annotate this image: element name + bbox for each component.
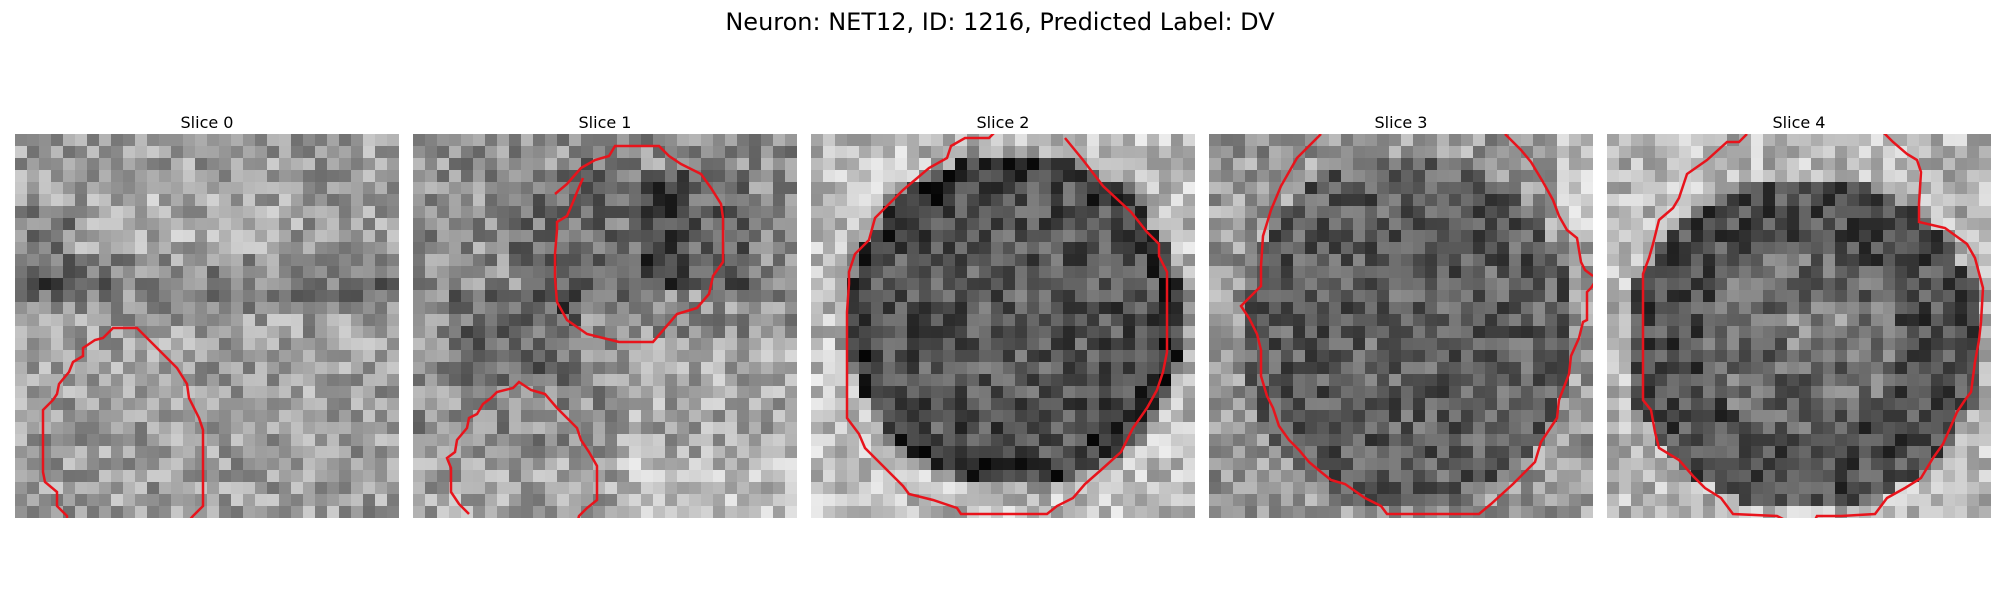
contour-line (445, 380, 599, 518)
slice-panel-1: Slice 1 (413, 112, 797, 518)
slice-panel-4: Slice 4 (1607, 112, 1991, 518)
slice-title-1: Slice 1 (578, 113, 632, 132)
slice-panel-0: Slice 0 (15, 112, 399, 518)
contour-line (1239, 134, 1593, 516)
contour-line (553, 144, 725, 344)
contour-line (1641, 134, 1985, 518)
slice-image-3 (1209, 134, 1593, 518)
contour-line (1504, 134, 1593, 277)
slice-image-2 (811, 134, 1195, 518)
figure-title: Neuron: NET12, ID: 1216, Predicted Label… (725, 8, 1275, 36)
slice-title-2: Slice 2 (976, 113, 1030, 132)
slice-panel-2: Slice 2 (811, 112, 1195, 518)
slice-title-0: Slice 0 (180, 113, 234, 132)
slice-image-4 (1607, 134, 1991, 518)
slice-image-1 (413, 134, 797, 518)
slice-title-3: Slice 3 (1374, 113, 1428, 132)
slice-title-4: Slice 4 (1772, 113, 1826, 132)
slice-image-0 (15, 134, 399, 518)
slice-panel-3: Slice 3 (1209, 112, 1593, 518)
contour-line (845, 134, 1169, 516)
contour-line (41, 326, 205, 518)
